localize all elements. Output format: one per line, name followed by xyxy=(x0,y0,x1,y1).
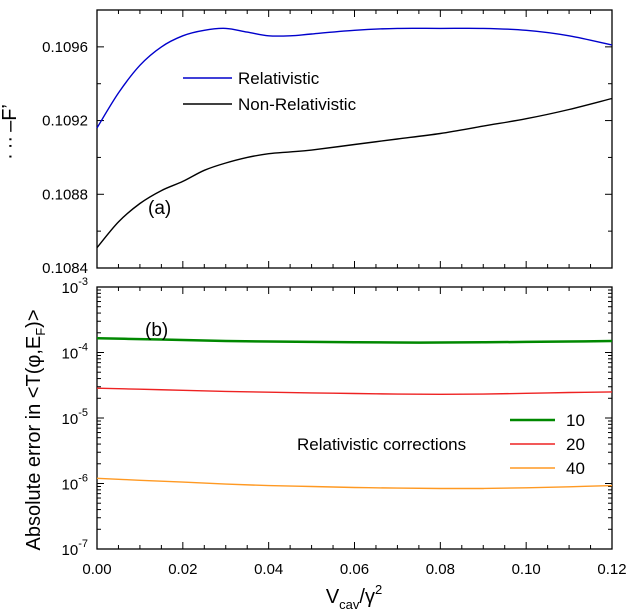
series-line-relativistic xyxy=(96,27,613,129)
tick-exponent: -4 xyxy=(78,342,88,354)
panel-a-frame xyxy=(96,9,613,269)
x-axis-title-mid: /γ xyxy=(359,586,375,608)
panel-a-y-label-fragment: · ·· –F’ xyxy=(0,104,21,160)
panel-b-y-tick-label: 10-3 xyxy=(62,276,88,297)
panel-b-x-tick-label: 0.00 xyxy=(82,561,111,578)
tick-base: 10 xyxy=(62,542,79,559)
panel-b-legend: 10 Relativistic corrections 20 40 xyxy=(297,411,585,478)
panel-b-x-tick-label: 0.08 xyxy=(426,561,455,578)
panel-b-y-tick-label: 10-5 xyxy=(62,407,88,428)
y-axis-title-end: )> xyxy=(23,309,45,327)
tick-base: 10 xyxy=(62,280,79,297)
panel-b-x-tick-labels: 0.00 0.02 0.04 0.06 0.08 0.10 0.12 xyxy=(82,561,626,578)
tick-exponent: -5 xyxy=(78,407,88,419)
panel-a-y-tick-labels: 0.1084 0.1088 0.1092 0.1096 xyxy=(42,39,88,277)
y-axis-title: Absolute error in <T(φ,EF)> xyxy=(23,309,48,550)
panel-b-y-tick-label: 10-6 xyxy=(62,473,88,494)
series-line-non-relativistic xyxy=(96,97,613,249)
legend-relativistic-label: Relativistic xyxy=(238,69,320,88)
panel-b-label: (b) xyxy=(145,320,168,341)
panel-b-ticks xyxy=(96,286,613,550)
series-line-corrections-10 xyxy=(96,337,613,344)
panel-a-series xyxy=(96,27,613,249)
legend-title: Relativistic corrections xyxy=(297,435,466,454)
panel-b: 10-710-610-510-410-3 0.00 0.02 0.04 0.06 0.0… xyxy=(62,276,627,578)
x-axis-title-sub: cav xyxy=(339,597,360,612)
y-axis-title-main: Absolute error in <T(φ,E xyxy=(23,336,45,551)
tick-base: 10 xyxy=(62,477,79,494)
y-axis-title-sub: F xyxy=(33,328,48,336)
legend-nonrelativistic-label: Non-Relativistic xyxy=(238,95,357,114)
panel-b-x-tick-label: 0.06 xyxy=(340,561,369,578)
panel-a-y-tick-label: 0.1092 xyxy=(42,113,88,130)
legend-40-label: 40 xyxy=(566,459,585,478)
panel-a-y-tick-label: 0.1096 xyxy=(42,39,88,56)
tick-exponent: -6 xyxy=(78,473,88,485)
panel-a-label: (a) xyxy=(148,198,171,219)
tick-base: 10 xyxy=(62,346,79,363)
panel-b-y-tick-label: 10-4 xyxy=(62,342,88,363)
panel-b-y-tick-labels: 10-710-610-510-410-3 xyxy=(62,276,88,559)
tick-exponent: -3 xyxy=(78,276,88,288)
tick-exponent: -7 xyxy=(78,538,88,550)
panel-b-x-tick-label: 0.12 xyxy=(597,561,626,578)
x-axis-title-sup: 2 xyxy=(375,582,382,597)
legend-10-label: 10 xyxy=(566,411,585,430)
tick-base: 10 xyxy=(62,411,79,428)
panel-a-legend: Relativistic Non-Relativistic xyxy=(183,69,357,114)
panel-a-ticks xyxy=(96,9,613,269)
panel-a-y-tick-label: 0.1084 xyxy=(42,260,88,277)
panel-b-frame xyxy=(96,286,613,550)
panel-b-y-tick-label: 10-7 xyxy=(62,538,88,559)
panel-b-x-tick-label: 0.04 xyxy=(254,561,283,578)
panel-b-x-tick-label: 0.10 xyxy=(512,561,541,578)
x-axis-title: Vcav/γ2 xyxy=(326,582,382,612)
series-line-corrections-20 xyxy=(96,387,613,396)
legend-20-label: 20 xyxy=(566,435,585,454)
panel-b-series xyxy=(96,337,613,490)
x-axis-title-main: V xyxy=(326,586,340,608)
series-line-corrections-40 xyxy=(96,477,613,490)
panel-a-y-tick-label: 0.1088 xyxy=(42,186,88,203)
panel-a: 0.1084 0.1088 0.1092 0.1096 (a) Relativisti… xyxy=(0,9,613,277)
panel-b-x-tick-label: 0.02 xyxy=(168,561,197,578)
